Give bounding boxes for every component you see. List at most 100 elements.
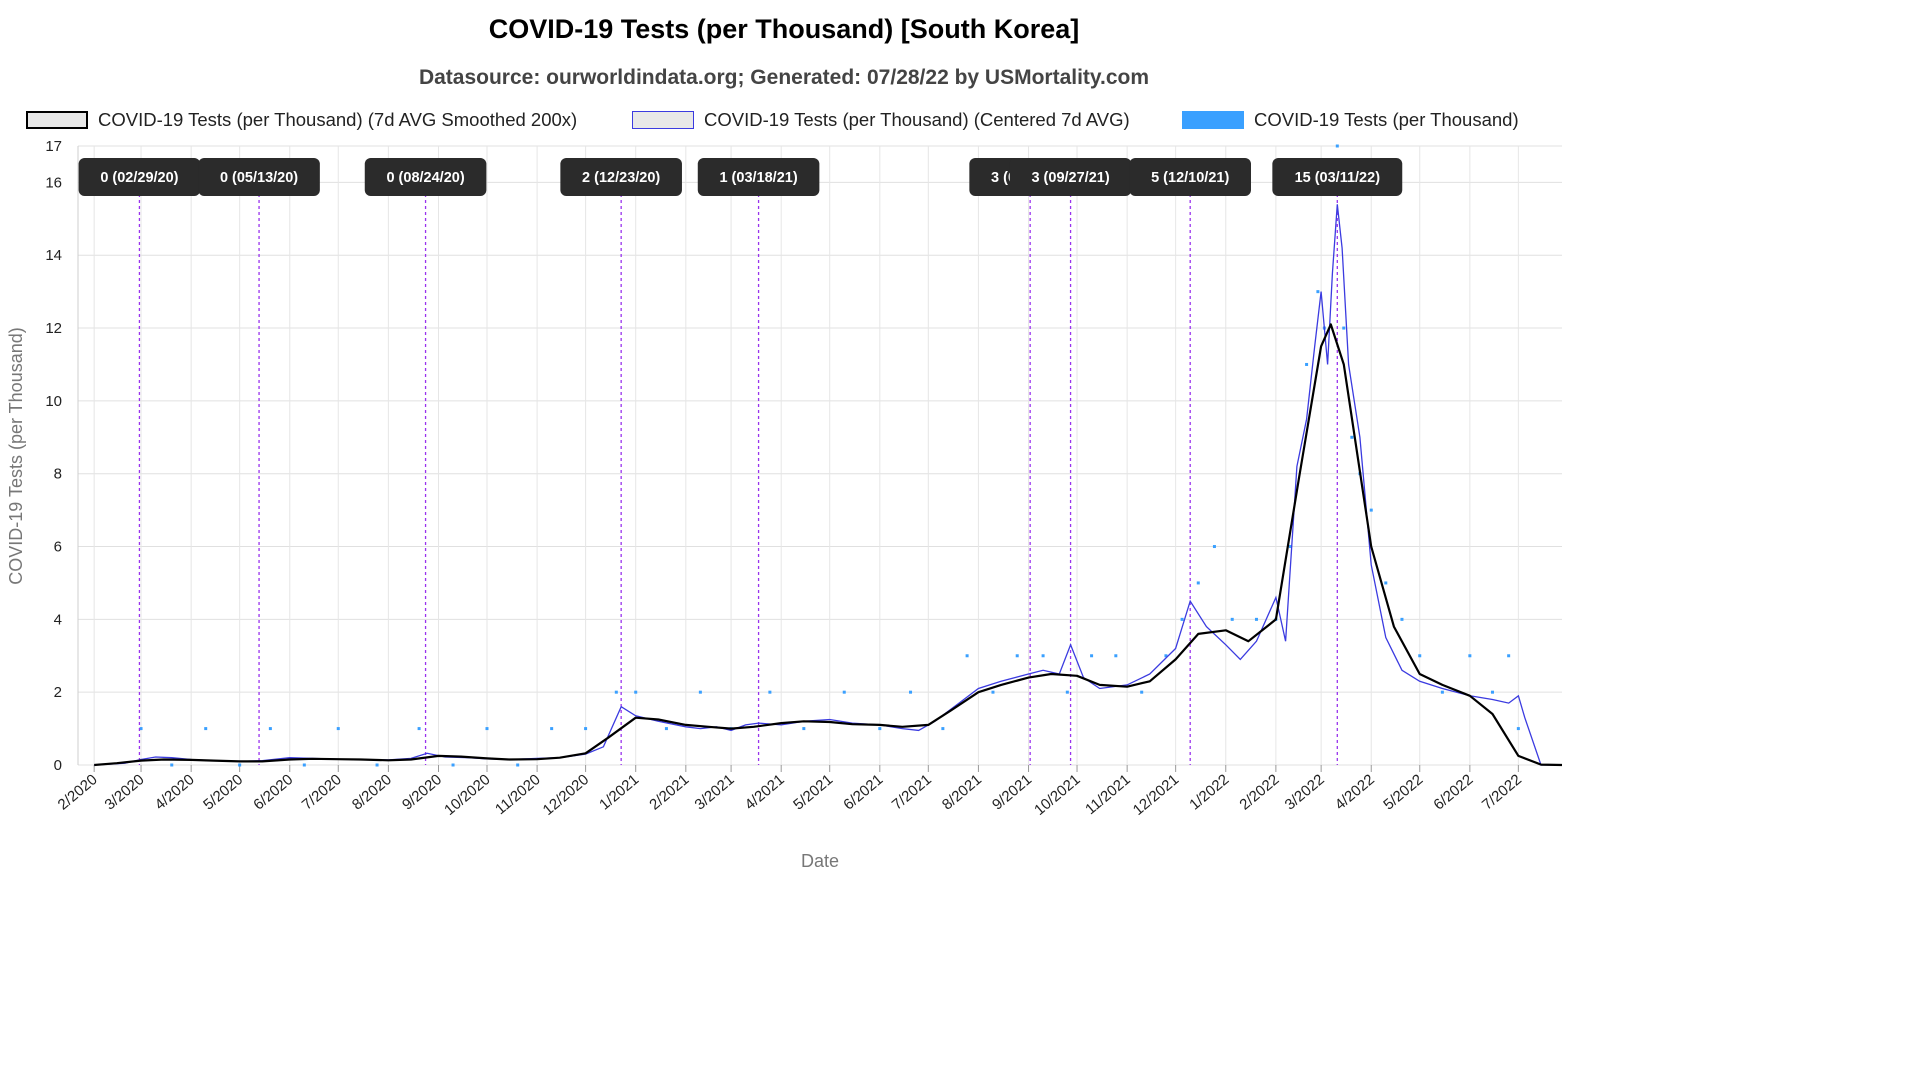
daily-point (802, 727, 806, 731)
smoothed-avg-line (94, 323, 1563, 767)
x-tick-label: 12/2020 (540, 771, 592, 819)
x-tick-label: 7/2021 (889, 771, 935, 814)
legend-item-centered[interactable]: COVID-19 Tests (per Thousand) (Centered … (632, 108, 1130, 132)
daily-point (1164, 654, 1168, 658)
x-tick-label: 4/2021 (742, 771, 788, 814)
y-tick-label: 14 (45, 247, 62, 264)
y-axis-ticks: 0 2 4 6 8 10 12 14 16 17 (45, 138, 62, 774)
legend-swatch-daily (1182, 111, 1244, 129)
daily-point (1230, 617, 1234, 621)
x-tick-label: 9/2021 (989, 771, 1035, 814)
daily-point (1350, 435, 1354, 439)
x-tick-label: 1/2021 (596, 771, 642, 814)
daily-point (1400, 617, 1404, 621)
x-tick-label: 2/2020 (55, 771, 101, 814)
legend-label-daily: COVID-19 Tests (per Thousand) (1254, 109, 1519, 130)
annotation-box (198, 158, 320, 196)
legend-label-centered: COVID-19 Tests (per Thousand) (Centered … (704, 109, 1130, 130)
annotation-label: 0 (02/29/20) (100, 170, 178, 186)
annotation-box (560, 158, 682, 196)
x-tick-label: 8/2020 (349, 771, 395, 814)
daily-point (909, 690, 913, 694)
daily-point (302, 763, 306, 767)
x-tick-label: 4/2022 (1332, 771, 1378, 814)
x-tick-label: 6/2021 (840, 771, 886, 814)
x-tick-label: 7/2022 (1479, 771, 1525, 814)
legend-swatch-centered (632, 111, 694, 129)
x-tick-label: 9/2020 (399, 771, 445, 814)
x-tick-label: 2/2021 (646, 771, 692, 814)
x-tick-label: 12/2021 (1130, 771, 1182, 819)
daily-point (336, 727, 340, 731)
daily-point (1384, 581, 1388, 585)
chart-subtitle: Datasource: ourworldindata.org; Generate… (418, 66, 1150, 89)
daily-point (878, 727, 882, 731)
annotation-label: 5 (12/10/21) (1151, 170, 1229, 186)
daily-point (1180, 617, 1184, 621)
daily-point (1065, 690, 1069, 694)
x-tick-label: 6/2020 (250, 771, 296, 814)
daily-point (965, 654, 969, 658)
x-tick-label: 4/2020 (152, 771, 198, 814)
annotation-label: 3 (09/27/21) (1031, 170, 1109, 186)
daily-point (1140, 690, 1144, 694)
daily-point (516, 763, 520, 767)
annotation-label: 0 (05/13/20) (220, 170, 298, 186)
daily-point (204, 727, 208, 731)
daily-point (1305, 362, 1309, 366)
daily-point (1418, 654, 1422, 658)
daily-point (614, 690, 618, 694)
daily-point (1254, 617, 1258, 621)
x-tick-label: 3/2020 (102, 771, 148, 814)
daily-point (1288, 545, 1292, 549)
daily-point (550, 727, 554, 731)
y-tick-label: 2 (54, 684, 62, 701)
x-tick-label: 5/2022 (1380, 771, 1426, 814)
x-tick-label: 7/2020 (299, 771, 345, 814)
daily-point (1516, 727, 1520, 731)
x-tick-label: 5/2021 (790, 771, 836, 814)
annotation-label: 1 (03/18/21) (719, 170, 797, 186)
daily-point (1041, 654, 1045, 658)
daily-point (842, 690, 846, 694)
x-tick-label: 2/2022 (1236, 771, 1282, 814)
daily-point (451, 763, 455, 767)
annotation-box (1272, 158, 1403, 196)
daily-point (698, 690, 702, 694)
daily-point (268, 727, 272, 731)
x-tick-label: 8/2021 (939, 771, 985, 814)
x-tick-label: 11/2020 (492, 771, 544, 818)
annotation-box (697, 158, 820, 196)
y-tick-label: 4 (54, 611, 62, 628)
y-tick-label: 0 (54, 757, 62, 774)
y-tick-label: 12 (45, 320, 62, 337)
legend-label-smoothed: COVID-19 Tests (per Thousand) (7d AVG Sm… (98, 109, 578, 130)
annotation-box (364, 158, 487, 196)
annotation-box (1129, 158, 1251, 196)
x-tick-label: 10/2020 (441, 771, 493, 819)
annotation-box (1009, 158, 1132, 196)
daily-point (1015, 654, 1019, 658)
x-tick-label: 3/2022 (1282, 771, 1328, 814)
legend-item-daily[interactable]: COVID-19 Tests (per Thousand) (1182, 108, 1519, 132)
daily-point (1212, 545, 1216, 549)
daily-point (634, 690, 638, 694)
daily-point (768, 690, 772, 694)
daily-point (1468, 654, 1472, 658)
annotation-label: 0 (08/24/20) (386, 170, 464, 186)
chart-svg: 0 2 4 6 8 10 12 14 16 17 2/2020 3/2020 4/2020 5/2020… (6, 138, 1563, 871)
legend-item-smoothed[interactable]: COVID-19 Tests (per Thousand) (7d AVG Sm… (26, 108, 577, 132)
daily-point (941, 727, 945, 731)
x-tick-label: 3/2021 (692, 771, 738, 814)
daily-point (1440, 690, 1444, 694)
legend: COVID-19 Tests (per Thousand) (7d AVG Sm… (0, 106, 1568, 134)
annotation-box (78, 158, 201, 196)
annotation-label: 15 (03/11/22) (1295, 170, 1381, 186)
daily-point (1316, 290, 1320, 294)
daily-point (1114, 654, 1118, 658)
centered-avg-line (94, 204, 1562, 766)
daily-point (375, 763, 379, 767)
x-tick-label: 6/2022 (1430, 771, 1476, 814)
x-tick-label: 11/2021 (1082, 771, 1134, 818)
series-lines (94, 204, 1563, 767)
